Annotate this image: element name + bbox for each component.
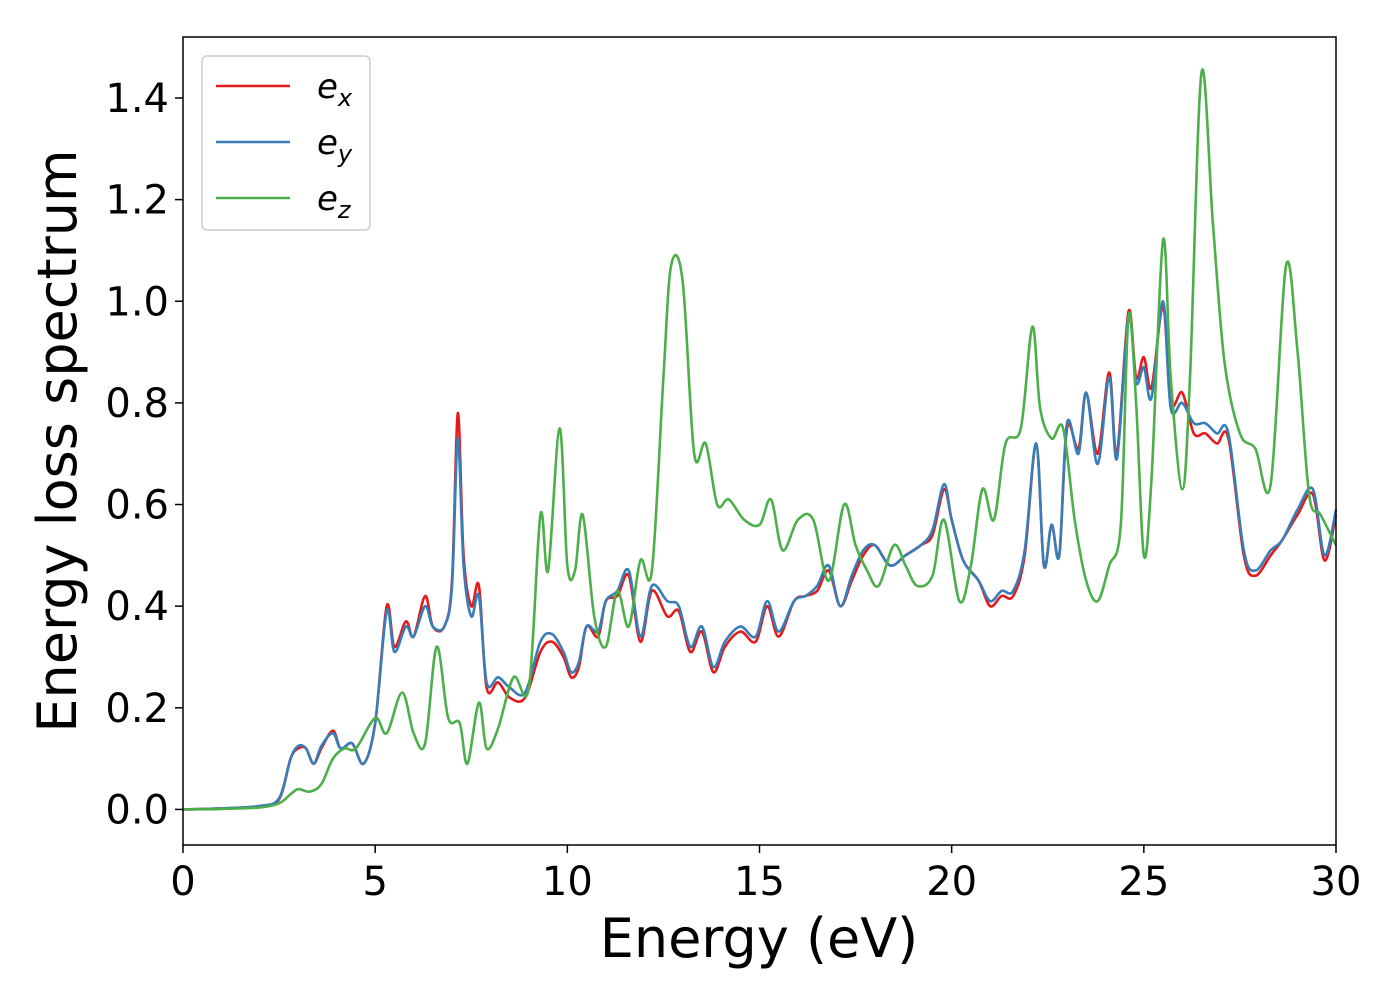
y-tick-label: 0.8: [105, 381, 169, 427]
x-tick-label: 10: [542, 859, 593, 905]
legend-label-y: ey: [317, 123, 353, 168]
x-tick-label: 15: [734, 859, 785, 905]
series-line-z: [182, 68, 1338, 811]
x-axis-ticks: 0 5 10 15 20 25 30: [170, 845, 1361, 905]
y-tick-label: 1.0: [105, 279, 169, 325]
y-tick-label: 0.2: [105, 686, 169, 732]
legend-label-x: ex: [317, 67, 353, 112]
y-tick-label: 1.2: [105, 178, 169, 224]
y-tick-label: 0.0: [105, 787, 169, 833]
y-tick-label: 1.4: [105, 76, 169, 122]
x-axis-title: Energy (eV): [600, 907, 919, 970]
y-axis-title: Energy loss spectrum: [26, 149, 89, 732]
y-tick-label: 0.4: [105, 584, 169, 630]
x-tick-label: 25: [1118, 859, 1169, 905]
x-tick-label: 30: [1311, 859, 1362, 905]
x-tick-label: 0: [170, 859, 195, 905]
y-axis-ticks: 0.0 0.2 0.4 0.6 0.8 1.0 1.2 1.4: [105, 76, 183, 833]
series-line-y: [182, 299, 1338, 811]
x-tick-label: 5: [362, 859, 387, 905]
y-tick-label: 0.6: [105, 483, 169, 529]
legend-label-z: ez: [317, 179, 352, 224]
plot-background: [183, 37, 1336, 845]
legend: ex ey ez: [201, 55, 371, 231]
x-tick-label: 20: [926, 859, 977, 905]
series-layer: [182, 68, 1338, 811]
